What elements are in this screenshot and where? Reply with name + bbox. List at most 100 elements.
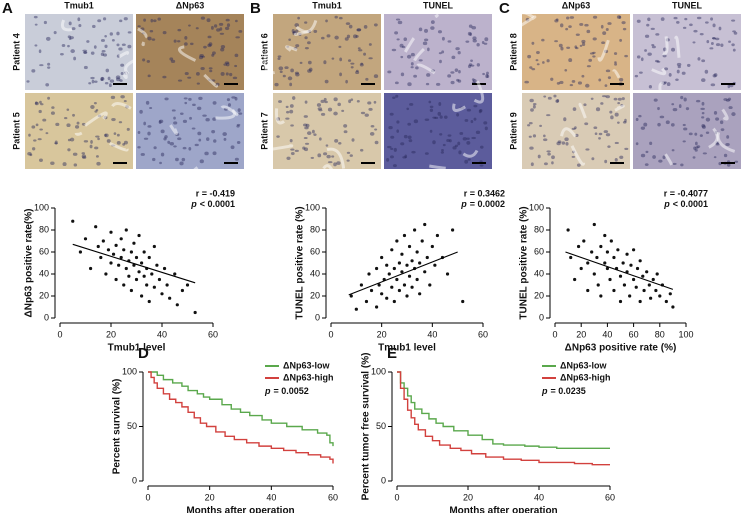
cell-nucleus [216, 28, 220, 31]
point [639, 300, 642, 303]
cell-nucleus [338, 142, 341, 145]
cell-nucleus [617, 15, 621, 19]
cell-nucleus [649, 142, 652, 145]
cell-nucleus [290, 124, 294, 126]
cell-nucleus [196, 27, 199, 29]
cell-nucleus [124, 17, 128, 20]
cell-nucleus [42, 119, 46, 122]
legend-label: ΔNp63-high [283, 372, 333, 382]
tissue-streak [124, 73, 126, 78]
cell-nucleus [543, 138, 547, 141]
cell-nucleus [39, 128, 43, 130]
cell-nucleus [173, 117, 176, 120]
p-value: p= 0.0002 [460, 199, 505, 209]
p-symbol: p [264, 386, 271, 396]
cell-nucleus [446, 139, 450, 142]
cell-nucleus [424, 29, 428, 33]
point [150, 272, 153, 275]
cell-nucleus [469, 33, 472, 36]
point [669, 292, 672, 295]
cell-nucleus [303, 123, 307, 126]
cell-nucleus [323, 60, 326, 64]
cell-nucleus [90, 145, 93, 149]
point [586, 261, 589, 264]
p-symbol: p [663, 199, 670, 209]
cell-nucleus [403, 37, 407, 41]
cell-nucleus [551, 155, 555, 159]
cell-nucleus [565, 142, 568, 146]
cell-nucleus [365, 78, 368, 81]
cell-nucleus [307, 131, 311, 135]
cell-nucleus [111, 96, 115, 99]
cell-nucleus [356, 70, 359, 72]
cell-nucleus [554, 40, 558, 42]
cell-nucleus [339, 72, 342, 76]
cell-nucleus [596, 107, 600, 111]
point [580, 267, 583, 270]
cell-nucleus [183, 147, 187, 150]
cell-nucleus [570, 16, 574, 19]
point [390, 248, 393, 251]
cell-nucleus [592, 55, 595, 57]
cell-nucleus [559, 81, 563, 84]
cell-nucleus [676, 21, 680, 24]
cell-nucleus [105, 82, 109, 84]
cell-nucleus [333, 112, 338, 116]
cell-nucleus [426, 83, 429, 85]
cell-nucleus [163, 31, 167, 34]
x-tick-label: 20 [377, 329, 387, 339]
cell-nucleus [470, 60, 473, 62]
point [608, 278, 611, 281]
x-tick-label: 60 [478, 329, 488, 339]
p-text: = 0.0052 [274, 386, 309, 396]
point [398, 289, 401, 292]
cell-nucleus [693, 30, 697, 33]
cell-nucleus [615, 113, 619, 117]
cell-nucleus [539, 125, 542, 127]
x-axis-label: Tmub1 level [108, 343, 166, 354]
cell-nucleus [667, 82, 671, 86]
cell-nucleus [137, 146, 140, 148]
cell-nucleus [695, 146, 698, 148]
cell-nucleus [529, 146, 533, 149]
cell-nucleus [353, 34, 357, 38]
cell-nucleus [641, 57, 644, 61]
cell-nucleus [574, 45, 577, 48]
cell-nucleus [291, 152, 295, 155]
cell-nucleus [563, 117, 566, 121]
point [656, 272, 659, 275]
cell-nucleus [205, 118, 209, 121]
cell-nucleus [150, 30, 153, 32]
cell-nucleus [36, 124, 39, 127]
cell-nucleus [728, 41, 731, 43]
cell-nucleus [374, 23, 378, 26]
cell-nucleus [66, 123, 70, 127]
cell-nucleus [394, 31, 398, 34]
cell-nucleus [614, 98, 618, 101]
cell-nucleus [619, 78, 623, 81]
cell-nucleus [317, 153, 321, 157]
cell-nucleus [411, 151, 415, 154]
cell-nucleus [96, 155, 99, 158]
cell-nucleus [455, 68, 458, 72]
y-axis-label: Percent survival (%) [112, 379, 123, 475]
cell-nucleus [578, 81, 582, 84]
cell-nucleus [644, 49, 647, 52]
cell-nucleus [409, 139, 413, 142]
point [194, 311, 197, 314]
cell-nucleus [731, 112, 735, 116]
cell-nucleus [637, 20, 641, 23]
cell-nucleus [350, 154, 353, 157]
point [641, 275, 644, 278]
cell-nucleus [430, 26, 434, 30]
cell-nucleus [425, 119, 430, 121]
cell-nucleus [666, 120, 670, 124]
cell-nucleus [289, 83, 292, 87]
point [446, 272, 449, 275]
cell-nucleus [395, 81, 399, 84]
point [639, 259, 642, 262]
cell-nucleus [116, 43, 119, 46]
y-tick-label: 0 [132, 475, 137, 485]
cell-nucleus [711, 83, 716, 86]
cell-nucleus [543, 95, 546, 97]
